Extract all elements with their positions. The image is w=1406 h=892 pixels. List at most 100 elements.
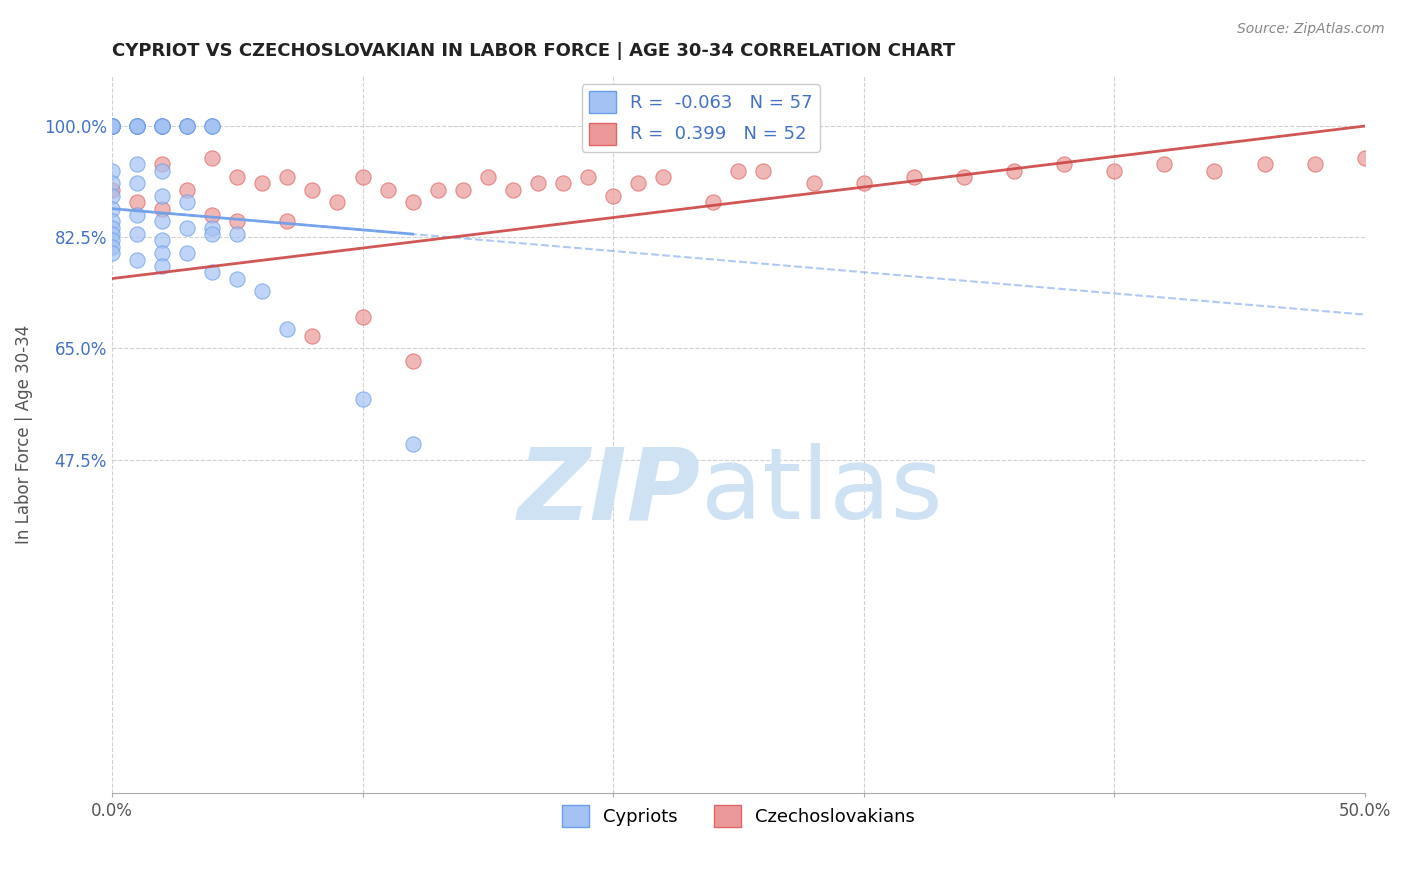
Point (201, 227, 224, 241)
Point (276, 169, 298, 184)
Point (150, 119, 173, 133)
Text: CYPRIOT VS CZECHOSLOVAKIAN IN LABOR FORCE | AGE 30-34 CORRELATION CHART: CYPRIOT VS CZECHOSLOVAKIAN IN LABOR FORC… (112, 42, 955, 60)
Point (352, 310, 374, 324)
Point (150, 214, 173, 228)
Point (176, 119, 198, 133)
Point (201, 119, 224, 133)
Point (101, 119, 124, 133)
Point (226, 271, 249, 285)
Point (150, 119, 173, 133)
Y-axis label: In Labor Force | Age 30-34: In Labor Force | Age 30-34 (15, 325, 32, 544)
Point (527, 176, 550, 190)
Point (176, 183, 198, 197)
Point (201, 151, 224, 165)
Point (1002, 163, 1025, 178)
Point (101, 189, 124, 203)
Point (301, 328, 323, 343)
Point (101, 119, 124, 133)
Point (201, 220, 224, 235)
Point (150, 259, 173, 273)
Point (150, 246, 173, 260)
Point (101, 246, 124, 260)
Point (752, 163, 775, 178)
Point (252, 176, 274, 190)
Point (201, 119, 224, 133)
Point (226, 227, 249, 241)
Point (101, 183, 124, 197)
Point (201, 208, 224, 222)
Point (101, 119, 124, 133)
Point (150, 119, 173, 133)
Point (903, 169, 925, 184)
Point (101, 214, 124, 228)
Point (702, 195, 724, 210)
Point (125, 119, 148, 133)
Point (252, 285, 274, 299)
Point (276, 214, 298, 228)
Point (125, 195, 148, 210)
Point (125, 227, 148, 241)
Text: ZIP: ZIP (517, 443, 700, 541)
Point (1354, 151, 1376, 165)
Point (1253, 157, 1275, 171)
Point (176, 195, 198, 210)
Point (150, 119, 173, 133)
Point (176, 119, 198, 133)
Point (125, 119, 148, 133)
Point (150, 189, 173, 203)
Point (1102, 163, 1125, 178)
Point (953, 169, 976, 184)
Point (401, 437, 423, 451)
Point (576, 169, 599, 184)
Point (101, 119, 124, 133)
Point (201, 265, 224, 279)
Point (602, 189, 624, 203)
Point (101, 240, 124, 254)
Point (101, 119, 124, 133)
Point (150, 234, 173, 248)
Point (401, 354, 423, 368)
Point (101, 202, 124, 216)
Point (125, 119, 148, 133)
Point (401, 195, 423, 210)
Point (226, 169, 249, 184)
Point (176, 119, 198, 133)
Point (101, 119, 124, 133)
Point (352, 169, 374, 184)
Point (652, 169, 675, 184)
Point (1053, 157, 1076, 171)
Point (125, 208, 148, 222)
Point (477, 169, 499, 184)
Legend: Cypriots, Czechoslovakians: Cypriots, Czechoslovakians (554, 798, 922, 835)
Point (1204, 163, 1226, 178)
Point (150, 119, 173, 133)
Point (101, 220, 124, 235)
Point (1153, 157, 1175, 171)
Point (101, 119, 124, 133)
Point (101, 227, 124, 241)
Point (301, 183, 323, 197)
Point (352, 392, 374, 407)
Point (377, 183, 399, 197)
Text: Source: ZipAtlas.com: Source: ZipAtlas.com (1237, 22, 1385, 37)
Point (125, 157, 148, 171)
Point (150, 163, 173, 178)
Point (502, 183, 524, 197)
Point (426, 183, 449, 197)
Point (803, 176, 825, 190)
Point (125, 252, 148, 267)
Point (101, 176, 124, 190)
Point (101, 163, 124, 178)
Point (101, 119, 124, 133)
Text: atlas: atlas (700, 443, 942, 541)
Point (101, 119, 124, 133)
Point (276, 322, 298, 336)
Point (326, 195, 349, 210)
Point (101, 119, 124, 133)
Point (125, 119, 148, 133)
Point (101, 119, 124, 133)
Point (150, 202, 173, 216)
Point (125, 119, 148, 133)
Point (1303, 157, 1326, 171)
Point (125, 119, 148, 133)
